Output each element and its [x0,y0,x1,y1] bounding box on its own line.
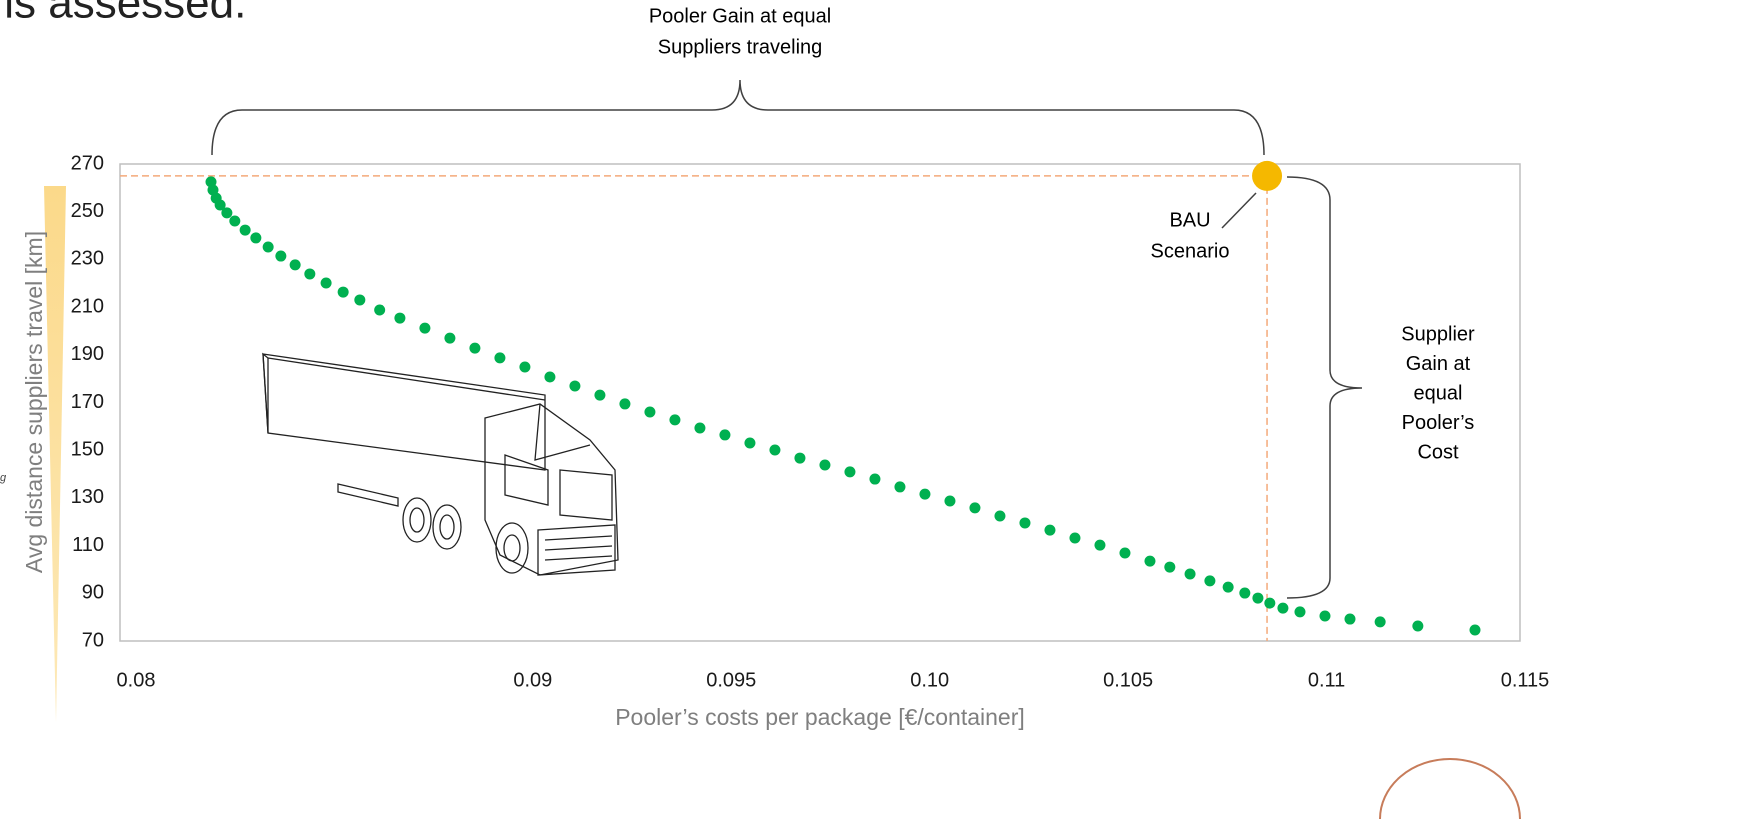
annotation-right-brace: equal [1414,382,1463,404]
x-tick-label: 0.115 [1501,669,1550,691]
scatter-point [594,390,605,401]
scatter-point [919,489,930,500]
scatter-point [1094,540,1105,551]
annotation-bau: Scenario [1151,240,1230,262]
slide: s is assessed. g Pooler Gain at equal Sup… [0,0,1747,819]
partial-heading: s is assessed. [0,0,246,28]
bau-pointer [1222,193,1256,228]
top-brace [212,80,1264,155]
y-tick-label: 210 [71,295,104,317]
annotation-right-brace: Pooler’s [1402,412,1475,434]
annotations: Pooler Gain at equal Suppliers traveling S… [649,5,1475,463]
scatter-point [1264,598,1275,609]
scatter-point [1223,582,1234,593]
scatter-point [250,232,261,243]
scatter-point [1069,532,1080,543]
scatter-point [1204,575,1215,586]
scatter-point [844,466,855,477]
scatter-point [944,496,955,507]
scatter-point [1469,625,1480,636]
logo-fragment [1380,759,1520,819]
scatter-point [304,268,315,279]
scatter-point [869,474,880,485]
scatter-point [994,511,1005,522]
annotation-top-brace: Suppliers traveling [658,36,823,58]
scatter-point [1319,610,1330,621]
scatter-point [769,444,780,455]
y-tick-label: 250 [71,200,104,222]
scatter-point [1294,606,1305,617]
scatter-point [969,502,980,513]
scatter-point [321,278,332,289]
scatter-point [569,381,580,392]
x-tick-label: 0.095 [706,669,756,691]
y-axis-title: Avg distance suppliers travel [km] [21,231,47,573]
decor-triangle [44,186,66,722]
scatter-point [1019,517,1030,528]
annotation-right-brace: Cost [1417,441,1459,463]
y-tick-label: 190 [71,343,104,365]
scatter-point [694,423,705,434]
annotation-right-brace: Gain at [1406,353,1471,375]
scatter-point [1119,547,1130,558]
x-axis-title: Pooler’s costs per package [€/container] [615,704,1025,730]
scatter-point [263,241,274,252]
y-tick-label: 170 [71,391,104,413]
y-tick-label: 270 [71,152,104,174]
scatter-point [794,453,805,464]
scatter-point [1239,588,1250,599]
scatter-point [744,438,755,449]
scatter-point [719,429,730,440]
y-tick-label: 230 [71,248,104,270]
scatter-point [1412,620,1423,631]
y-tick-label: 90 [82,582,104,604]
scatter-point [669,414,680,425]
x-tick-label: 0.105 [1103,669,1153,691]
scatter-point [354,294,365,305]
scatter-point [290,259,301,270]
scatter-point [240,225,251,236]
truck-illustration [263,354,618,575]
y-tick-label: 130 [71,486,104,508]
x-tick-label: 0.11 [1308,669,1345,691]
scatter-point [394,313,405,324]
scatter-point [1164,562,1175,573]
bau-point [1252,161,1282,191]
annotation-bau: BAU [1169,209,1210,231]
side-note: g [0,472,7,484]
scatter-point [819,459,830,470]
scatter-point [619,398,630,409]
scatter-point [221,207,232,218]
annotation-top-brace: Pooler Gain at equal [649,5,831,27]
scatter-point [1252,593,1263,604]
y-tick-label: 150 [71,438,104,460]
right-brace [1287,177,1362,598]
scatter-point [644,407,655,418]
scatter-point [544,371,555,382]
annotation-right-brace: Supplier [1401,323,1475,345]
scatter-point [275,251,286,262]
scatter-point [1344,614,1355,625]
scatter-point [229,216,240,227]
scatter-point [1044,525,1055,536]
scatter-point [374,304,385,315]
scatter-point [519,361,530,372]
scatter-point [494,352,505,363]
plot-frame [120,164,1520,641]
scatter-point [894,481,905,492]
scatter-point [419,323,430,334]
scatter-point [1185,568,1196,579]
y-tick-label: 110 [72,534,104,556]
scatter-point [469,343,480,354]
x-tick-label: 0.09 [513,669,552,691]
scatter-point [1144,556,1155,567]
x-tick-label: 0.08 [117,669,156,691]
scatter-point [338,287,349,298]
scatter-point [444,333,455,344]
y-tick-label: 70 [82,629,104,651]
scatter-point [1277,603,1288,614]
scatter-point [1375,616,1386,627]
x-tick-label: 0.10 [910,669,949,691]
